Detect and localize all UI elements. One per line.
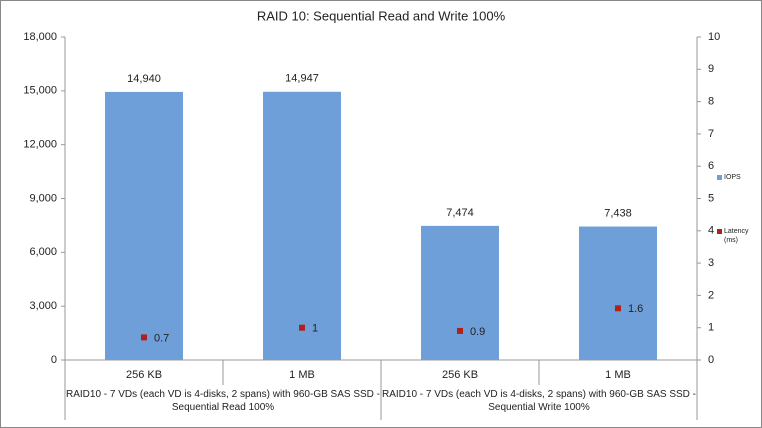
- bar: [421, 225, 499, 360]
- y2-tick-label: 5: [708, 192, 714, 204]
- y2-tick-label: 7: [708, 128, 714, 140]
- x-tick-label: 256 KB: [442, 369, 478, 381]
- marker: [141, 334, 147, 341]
- y2-tick-label: 2: [708, 289, 714, 301]
- bar: [579, 226, 657, 360]
- bar: [263, 91, 341, 360]
- value-label: 7,474: [446, 207, 474, 219]
- y-tick-label: 18,000: [23, 31, 57, 43]
- group-label: RAID10 - 7 VDs (each VD is 4-disks, 2 sp…: [66, 389, 380, 413]
- y-tick-label: 6,000: [29, 246, 57, 258]
- legend-swatch: [717, 229, 722, 234]
- marker: [299, 324, 305, 331]
- y2-tick-label: 3: [708, 257, 714, 269]
- value-label: 1: [312, 323, 318, 335]
- y-tick-label: 15,000: [23, 85, 57, 97]
- y2-tick-label: 0: [708, 354, 714, 366]
- legend-label: Latency (ms): [724, 228, 749, 244]
- y2-tick-label: 8: [708, 96, 714, 108]
- bar: [105, 91, 183, 360]
- chart-title: RAID 10: Sequential Read and Write 100%: [257, 8, 506, 23]
- y-tick-label: 12,000: [23, 139, 57, 151]
- legend-swatch: [717, 175, 722, 180]
- x-tick-label: 256 KB: [126, 369, 162, 381]
- value-label: 14,940: [127, 73, 161, 85]
- y-tick-label: 0: [51, 354, 57, 366]
- value-label: 7,438: [604, 207, 632, 219]
- x-tick-label: 1 MB: [289, 369, 315, 381]
- value-label: 0.9: [470, 326, 485, 338]
- y2-tick-label: 6: [708, 160, 714, 172]
- y-tick-label: 9,000: [29, 192, 57, 204]
- value-label: 14,947: [285, 73, 319, 85]
- value-label: 1.6: [628, 303, 643, 315]
- legend-label: IOPS: [724, 174, 741, 181]
- group-label: RAID10 - 7 VDs (each VD is 4-disks, 2 sp…: [382, 389, 696, 413]
- y-tick-label: 3,000: [29, 300, 57, 312]
- marker: [457, 327, 463, 334]
- value-label: 0.7: [154, 332, 169, 344]
- y2-tick-label: 9: [708, 63, 714, 75]
- y2-tick-label: 4: [708, 225, 714, 237]
- marker: [615, 305, 621, 312]
- y2-tick-label: 1: [708, 322, 714, 334]
- y2-tick-label: 10: [708, 31, 720, 43]
- x-tick-label: 1 MB: [605, 369, 631, 381]
